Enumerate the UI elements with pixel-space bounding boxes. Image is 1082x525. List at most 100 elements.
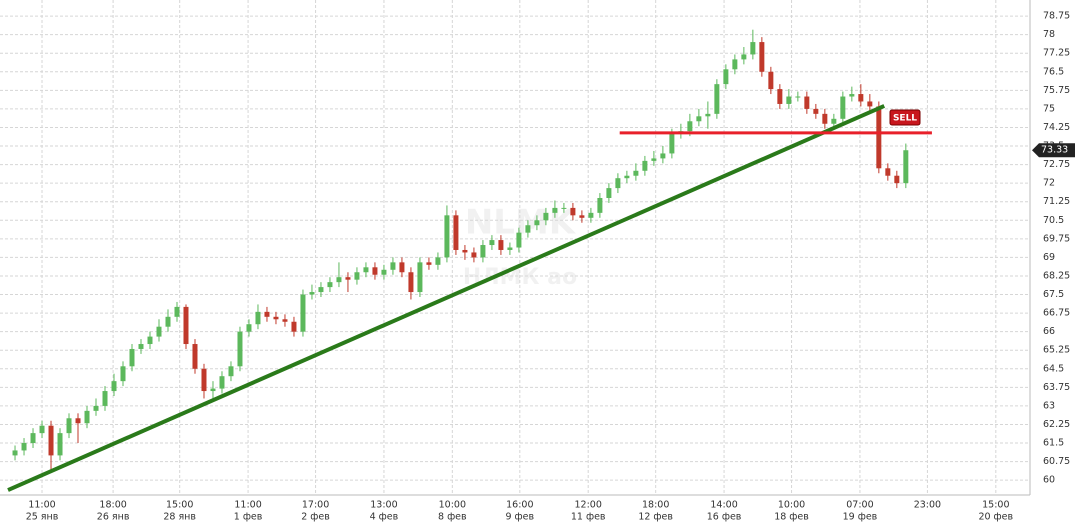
candle-body (543, 212, 549, 221)
candle-body (489, 240, 495, 246)
y-tick-label: 72.75 (1043, 159, 1070, 170)
candle-body (282, 319, 288, 322)
x-tick-sublabel: 28 янв (163, 512, 196, 523)
candle-body (165, 316, 171, 327)
x-tick-label: 23:00 (914, 500, 941, 511)
x-tick-label: 11:00 (234, 500, 261, 511)
trendline (7, 104, 886, 492)
y-tick-label: 71.25 (1043, 196, 1070, 207)
x-tick-sublabel: 12 фев (638, 512, 673, 523)
candle-body (696, 116, 702, 122)
candle-body (903, 150, 909, 184)
candle-body (219, 376, 225, 389)
candle-body (606, 188, 612, 198)
y-tick-label: 64.5 (1043, 363, 1064, 374)
x-tick-label: 17:00 (302, 500, 329, 511)
candle-body (498, 240, 504, 250)
candle-body (705, 113, 711, 117)
x-tick-sublabel: 19 фев (843, 512, 878, 523)
y-tick-label: 70.5 (1043, 215, 1064, 226)
candle-body (687, 121, 693, 132)
candle-body (840, 96, 846, 119)
y-tick-label: 74.25 (1043, 122, 1070, 133)
candle-body (246, 324, 252, 332)
candle-body (21, 443, 27, 451)
candle-body (615, 178, 621, 189)
candle-body (192, 344, 198, 369)
candle-body (48, 425, 54, 456)
candle-body (768, 71, 774, 90)
y-tick-label: 78.75 (1043, 11, 1070, 22)
candle-body (255, 311, 261, 325)
candle-body (777, 89, 783, 104)
candle-body (732, 59, 738, 70)
candle-body (12, 450, 18, 456)
candle-body (399, 262, 405, 273)
candle-body (309, 292, 315, 295)
candle-body (579, 215, 585, 218)
candle-body (525, 225, 531, 233)
candle-body (291, 321, 297, 332)
x-tick-label: 18:00 (642, 500, 669, 511)
candle-body (201, 368, 207, 392)
candle-body (588, 212, 594, 218)
y-tick-label: 75 (1043, 103, 1055, 114)
y-tick-label: 69.75 (1043, 233, 1070, 244)
x-tick-label: 10:00 (778, 500, 805, 511)
candle-body (660, 153, 666, 159)
candle-body (516, 232, 522, 248)
candle-body (723, 69, 729, 85)
y-tick-label: 63.75 (1043, 382, 1070, 393)
candle-body (858, 94, 864, 102)
candle-body (795, 96, 801, 98)
y-tick-label: 75.75 (1043, 85, 1070, 96)
candle-body (93, 405, 99, 411)
candle-body (147, 336, 153, 345)
x-tick-sublabel: 4 фев (370, 512, 399, 523)
candle-body (669, 133, 675, 154)
y-tick-label: 67.5 (1043, 289, 1064, 300)
x-tick-label: 12:00 (575, 500, 602, 511)
candle-body (138, 344, 144, 349)
candle-body (183, 306, 189, 345)
candle-body (471, 252, 477, 258)
candle-body (237, 331, 243, 367)
candle-body (381, 269, 387, 275)
x-tick-sublabel: 26 янв (97, 512, 130, 523)
candle-body (831, 118, 837, 124)
candle-body (435, 257, 441, 265)
candle-body (642, 160, 648, 171)
candle-body (102, 391, 108, 406)
y-tick-label: 65.25 (1043, 345, 1070, 356)
candle-body (84, 410, 90, 424)
candle-body (336, 277, 342, 283)
candle-body (111, 381, 117, 392)
x-tick-sublabel: 2 фев (301, 512, 330, 523)
y-tick-label: 69 (1043, 252, 1055, 263)
candle-body (327, 282, 333, 288)
candle-body (300, 294, 306, 332)
x-tick-sublabel: 11 фев (571, 512, 606, 523)
candle-body (633, 170, 639, 176)
x-tick-sublabel: 9 фев (505, 512, 534, 523)
candle-body (561, 207, 567, 209)
x-tick-label: 11:00 (28, 500, 55, 511)
candle-body (624, 175, 630, 179)
candle-body (363, 267, 369, 273)
candle-body (813, 108, 819, 114)
y-tick-label: 62.25 (1043, 419, 1070, 430)
y-tick-label: 66.75 (1043, 308, 1070, 319)
candle-body (570, 207, 576, 216)
signal-badge: SELL (889, 109, 921, 126)
candle-body (462, 249, 468, 253)
x-tick-label: 16:00 (506, 500, 533, 511)
candle-body (876, 106, 882, 169)
candle-body (120, 366, 126, 382)
candle-body (39, 425, 45, 434)
x-tick-sublabel: 16 фев (707, 512, 742, 523)
candle-body (453, 215, 459, 250)
candle-body (597, 198, 603, 213)
candle-body (75, 418, 81, 424)
candle-body (345, 277, 351, 280)
